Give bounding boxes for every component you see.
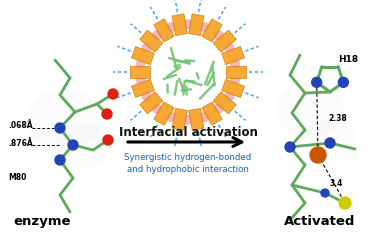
Circle shape: [108, 89, 118, 99]
Text: and hydrophobic interaction: and hydrophobic interaction: [127, 165, 249, 174]
Circle shape: [325, 138, 335, 148]
Circle shape: [102, 109, 112, 119]
Polygon shape: [213, 30, 236, 52]
Circle shape: [68, 140, 78, 150]
Text: Activated: Activated: [284, 215, 356, 228]
Text: 3.4: 3.4: [330, 180, 343, 189]
Circle shape: [230, 59, 240, 69]
Ellipse shape: [303, 120, 358, 160]
Text: H18: H18: [338, 55, 358, 64]
Polygon shape: [140, 30, 163, 52]
Circle shape: [230, 75, 240, 85]
Text: Interfacial activation: Interfacial activation: [118, 126, 258, 139]
Circle shape: [136, 75, 146, 85]
Circle shape: [55, 155, 65, 165]
Polygon shape: [213, 92, 236, 114]
Circle shape: [339, 197, 351, 209]
Ellipse shape: [55, 122, 115, 168]
Circle shape: [141, 91, 152, 101]
Polygon shape: [226, 66, 246, 78]
Polygon shape: [172, 108, 187, 130]
Circle shape: [214, 30, 224, 40]
Circle shape: [183, 19, 193, 29]
Circle shape: [310, 147, 326, 163]
Text: .068Å: .068Å: [8, 122, 33, 131]
Polygon shape: [202, 19, 222, 42]
Circle shape: [103, 135, 113, 145]
Circle shape: [183, 115, 193, 125]
Polygon shape: [140, 92, 163, 114]
Circle shape: [199, 22, 209, 32]
Polygon shape: [189, 108, 204, 130]
Polygon shape: [132, 46, 154, 65]
Polygon shape: [154, 19, 174, 42]
Circle shape: [214, 104, 224, 114]
Text: enzyme: enzyme: [13, 215, 71, 228]
Polygon shape: [154, 102, 174, 125]
Text: Synergistic hydrogen-bonded: Synergistic hydrogen-bonded: [124, 153, 252, 163]
Circle shape: [55, 123, 65, 133]
Polygon shape: [130, 66, 150, 78]
Circle shape: [224, 91, 235, 101]
Circle shape: [152, 30, 162, 40]
Polygon shape: [189, 14, 204, 36]
Circle shape: [141, 43, 152, 53]
Circle shape: [338, 77, 348, 87]
Text: .876Å: .876Å: [8, 139, 33, 148]
Polygon shape: [222, 46, 244, 65]
Text: M80: M80: [8, 173, 26, 182]
Circle shape: [167, 22, 177, 32]
Circle shape: [167, 112, 177, 122]
Ellipse shape: [275, 83, 345, 138]
Circle shape: [152, 104, 162, 114]
Polygon shape: [222, 79, 244, 97]
Polygon shape: [172, 14, 187, 36]
Circle shape: [312, 77, 322, 87]
Text: 2.38: 2.38: [328, 114, 347, 123]
Circle shape: [321, 189, 329, 197]
Polygon shape: [132, 79, 154, 97]
Circle shape: [285, 142, 295, 152]
Circle shape: [136, 59, 146, 69]
Circle shape: [224, 43, 235, 53]
Circle shape: [199, 112, 209, 122]
Ellipse shape: [25, 90, 105, 150]
Polygon shape: [202, 102, 222, 125]
